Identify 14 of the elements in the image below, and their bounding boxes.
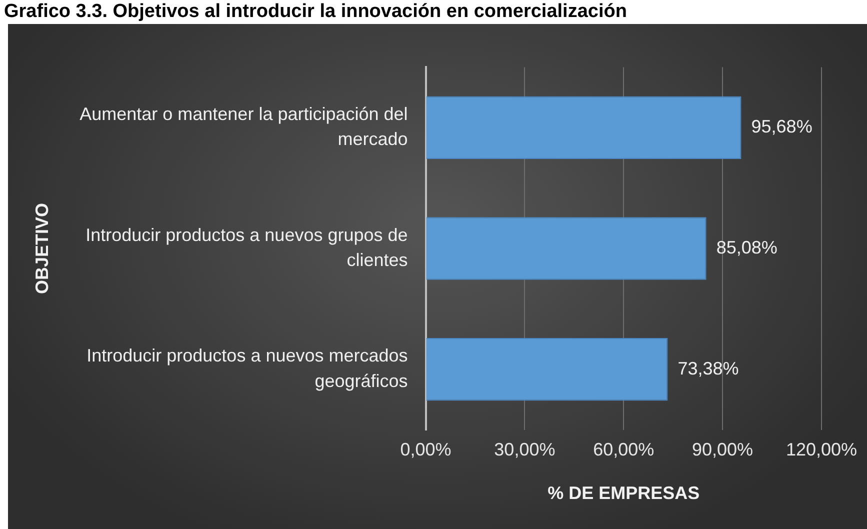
x-tick-label: 0,00% [400,440,452,460]
data-label: 95,68% [751,116,812,137]
x-axis-title: % DE EMPRESAS [548,483,700,504]
x-tick-label: 90,00% [692,440,754,460]
data-label: 85,08% [716,237,778,258]
x-tick-label: 30,00% [494,440,556,460]
data-label: 73,38% [678,358,739,378]
x-tick-label: 60,00% [593,440,654,460]
y-axis-title: OBJETIVO [32,202,52,294]
y-tick-label: Introducir productos a nuevos grupos de clientes [86,224,408,270]
y-tick-label: Aumentar o mantener la participación del mercado [80,104,408,150]
chart-title: Grafico 3.3. Objetivos al introducir la innovación en comercialización [0,0,627,24]
x-tick-label: 120,00% [786,440,857,460]
y-tick-label: Introducir productos a nuevos mercados geográficos [86,346,408,391]
